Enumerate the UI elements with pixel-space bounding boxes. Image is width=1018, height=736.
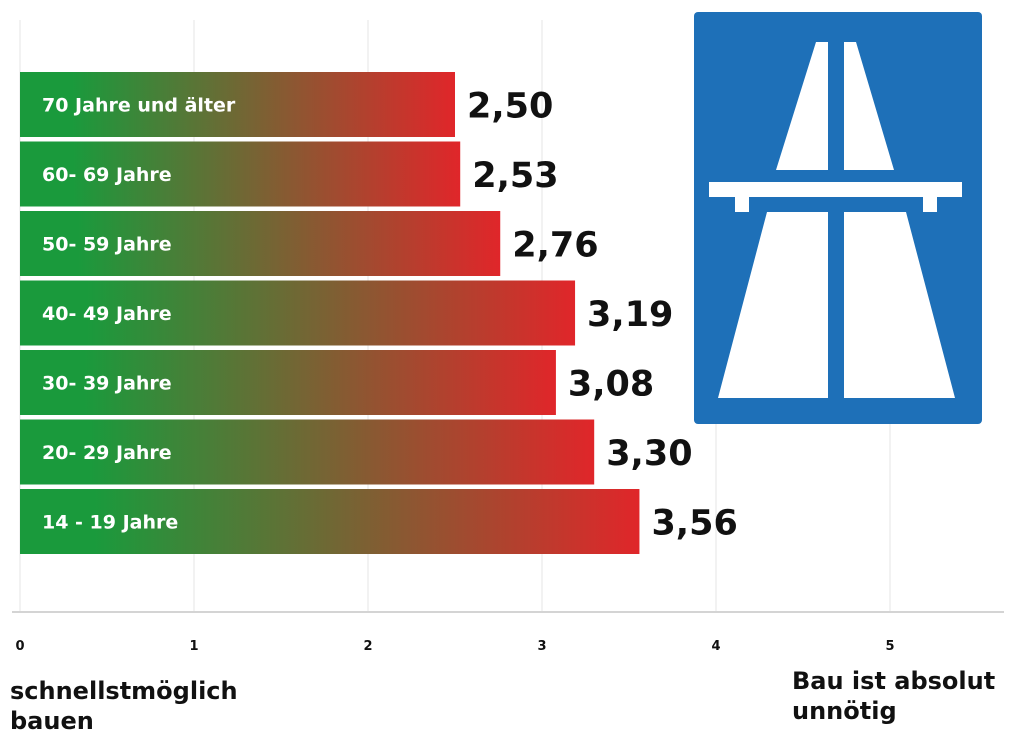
x-tick-label: 0 [15,639,24,654]
x-tick-label: 3 [537,639,546,654]
x-tick-label: 5 [885,639,894,654]
x-axis: 0 1 2 3 4 5 [12,611,1004,654]
bar-value-label: 2,53 [472,156,558,196]
bar-value-label: 3,56 [651,504,737,544]
bar-category-label: 50- 59 Jahre [42,234,172,256]
x-tick-label: 1 [189,639,198,654]
autobahn-sign-icon [694,12,982,424]
bar [20,211,501,276]
bar-category-label: 20- 29 Jahre [42,442,172,464]
bar-value-label: 3,30 [606,434,692,474]
bars: 70 Jahre und älter 2,50 60- 69 Jahre 2,53 50… [20,72,738,554]
bar-category-label: 30- 39 Jahre [42,373,172,395]
bar [20,350,556,415]
x-tick-label: 4 [711,639,720,654]
bar-value-label: 3,19 [587,295,673,335]
bar [20,419,595,485]
bar-category-label: 14 - 19 Jahre [42,512,178,534]
bar [20,141,461,207]
bar-value-label: 2,50 [467,87,553,127]
bar-value-label: 2,76 [512,226,598,266]
bar-category-label: 60- 69 Jahre [42,164,172,186]
bar-category-label: 70 Jahre und älter [42,95,236,117]
scale-max-label: Bau ist absolut unnötig [792,667,996,725]
bar [20,280,576,346]
bar [20,489,640,554]
scale-min-label: schnellstmöglich bauen [10,677,238,735]
bar [20,72,455,137]
bar-value-label: 3,08 [568,365,654,405]
bar-category-label: 40- 49 Jahre [42,303,172,325]
x-tick-label: 2 [363,639,372,654]
